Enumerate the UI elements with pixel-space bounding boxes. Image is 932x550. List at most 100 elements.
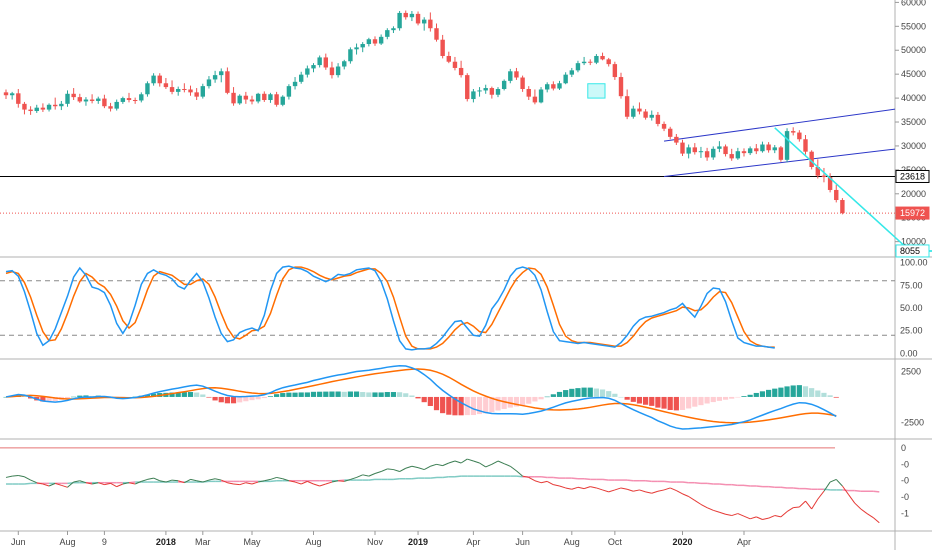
macd-histogram-bar (64, 396, 71, 399)
highlight-box[interactable] (587, 83, 606, 99)
macd-histogram-bar (809, 388, 815, 397)
price-tag: 15972 (895, 206, 930, 220)
time-tick-label: Aug (564, 537, 580, 547)
candle-body (268, 94, 273, 101)
osc-signal-segment (540, 476, 548, 479)
time-tick-label: Jun (11, 537, 26, 547)
macd-histogram-bar (3, 396, 9, 398)
candle-body (96, 98, 101, 101)
stoch-tick-label: 50.00 (900, 303, 923, 313)
macd-histogram-bar (538, 396, 544, 400)
macd-histogram-bar (341, 391, 347, 397)
osc-signal-segment (743, 484, 751, 487)
osc-series-segment (79, 480, 87, 484)
osc-series-segment (73, 480, 80, 483)
macd-histogram-bar (298, 392, 304, 397)
osc-series-segment (67, 481, 74, 488)
channel-upper-line[interactable] (663, 108, 896, 142)
candle-body (397, 12, 402, 29)
osc-series-segment (620, 487, 628, 490)
candle-body (717, 146, 722, 149)
osc-series-segment (196, 480, 203, 483)
macd-histogram-bar (415, 396, 421, 399)
osc-series-segment (651, 490, 659, 494)
candle-body (526, 89, 531, 97)
macd-histogram-bar (483, 396, 489, 414)
candle-body (532, 96, 538, 103)
candle-body (711, 148, 716, 158)
candle-body (323, 57, 328, 68)
candle-body (255, 93, 261, 102)
candle-body (631, 108, 636, 117)
time-tick-label: Apr (466, 537, 480, 547)
macd-histogram-bar (729, 396, 735, 399)
osc-series-segment (688, 496, 696, 501)
candle-body (465, 75, 470, 100)
macd-histogram-bar (556, 391, 563, 397)
osc-series-segment (405, 465, 413, 469)
osc-series-segment (497, 460, 505, 465)
osc-signal-segment (368, 478, 376, 481)
osc-series-segment (737, 513, 745, 517)
macd-histogram-bar (397, 392, 403, 397)
macd-histogram-bar (175, 392, 181, 397)
macd-histogram-bar (686, 396, 692, 409)
osc-series-segment (854, 502, 862, 510)
macd-histogram-bar (476, 396, 483, 415)
macd-histogram-bar (599, 389, 606, 397)
price-tick-label: 50000 (901, 45, 926, 55)
candle-body (458, 67, 464, 76)
price-tick-label: 25000 (901, 165, 926, 175)
osc-series-segment (841, 485, 849, 495)
osc-series-segment (503, 463, 511, 467)
candle-body (754, 148, 759, 152)
time-tick-label: 2019 (408, 537, 428, 547)
stoch-tick-label: 25.00 (900, 326, 923, 336)
candle-body (237, 95, 242, 104)
osc-series-segment (116, 483, 124, 488)
osc-series-segment (460, 458, 468, 464)
macd-histogram-bar (624, 396, 630, 400)
osc-series-segment (128, 482, 136, 485)
candle-body (741, 151, 747, 154)
macd-histogram-bar (575, 388, 581, 397)
macd-histogram-bar (655, 396, 661, 408)
osc-signal-segment (584, 478, 591, 481)
osc-series-segment (596, 487, 603, 491)
macd-histogram-bar (286, 392, 292, 397)
channel-lower-line[interactable] (663, 148, 896, 177)
macd-histogram-bar (237, 396, 243, 403)
osc-tick-label: -1 (901, 509, 909, 519)
candle-body (618, 77, 624, 97)
macd-histogram-bar (71, 396, 77, 398)
time-tick-label: Jun (515, 537, 530, 547)
osc-series-segment (362, 474, 369, 477)
osc-series-segment (30, 479, 37, 484)
osc-series-segment (5, 475, 13, 478)
osc-series-segment (153, 477, 160, 482)
osc-series-segment (319, 483, 326, 487)
candle-body (803, 139, 808, 152)
macd-histogram-bar (372, 392, 378, 397)
macd-histogram-bar (323, 391, 329, 397)
macd-histogram-bar (581, 387, 587, 397)
osc-series-segment (546, 480, 554, 486)
price-tick-label: 45000 (901, 69, 926, 79)
macd-histogram-bar (747, 394, 753, 397)
candle-body (280, 96, 285, 105)
candle-body (83, 99, 89, 102)
candle-body (132, 100, 138, 102)
osc-series-segment (134, 480, 142, 485)
candle-body (120, 98, 126, 102)
candle-body (28, 109, 33, 112)
candle-body (157, 75, 162, 84)
osc-signal-segment (627, 479, 634, 482)
osc-series-segment (706, 507, 714, 511)
osc-tick-label: -0 (901, 476, 909, 486)
osc-series-segment (454, 460, 462, 464)
candle-body (501, 80, 507, 90)
osc-series-segment (590, 486, 597, 489)
osc-series-segment (719, 511, 726, 515)
